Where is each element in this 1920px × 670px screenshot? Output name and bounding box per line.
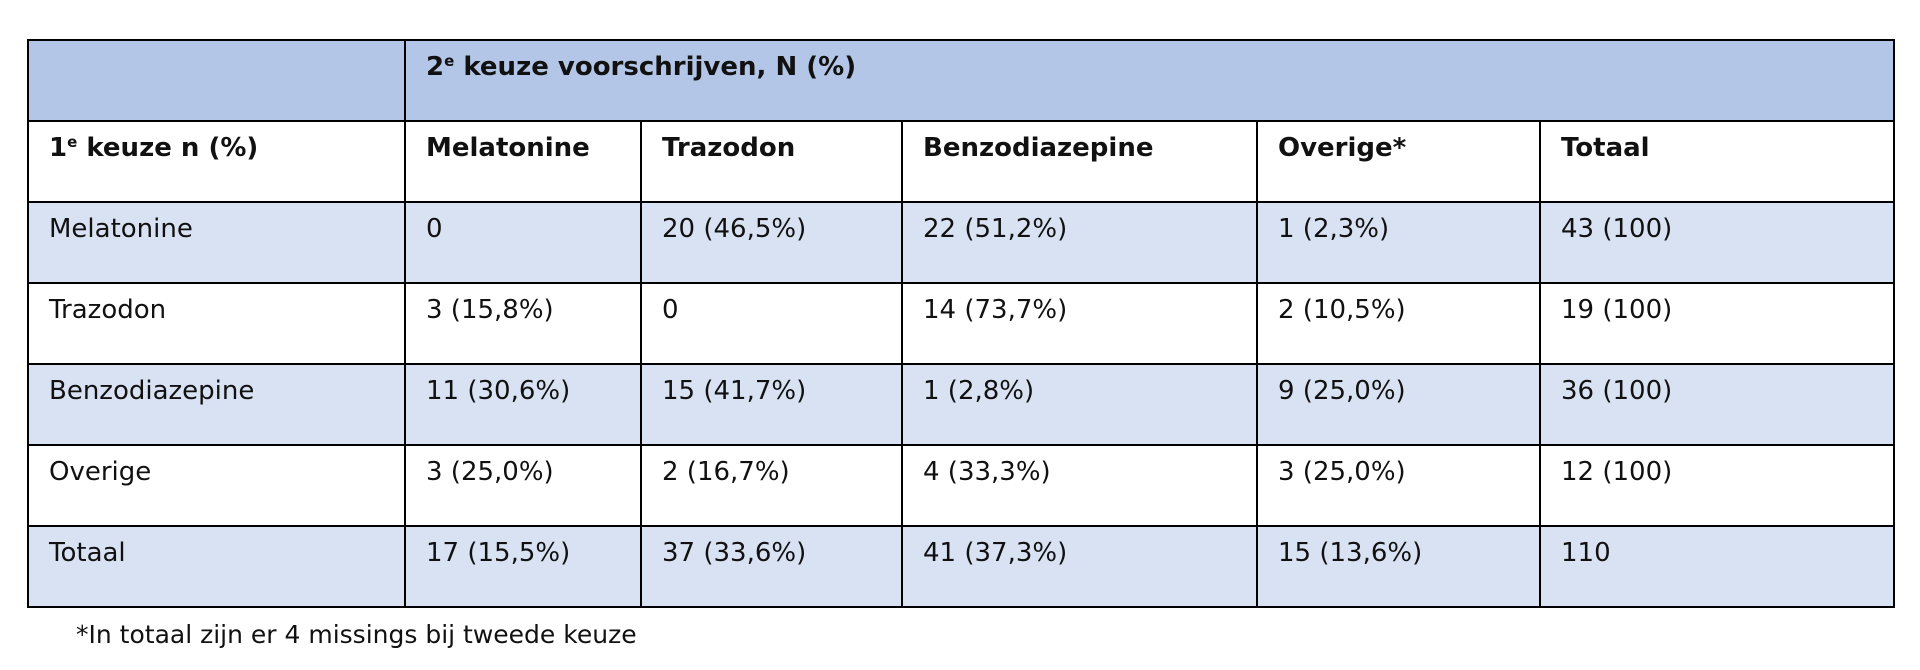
row-header: 1e keuze n (%)	[27, 120, 406, 203]
table-row: Benzodiazepine 11 (30,6%) 15 (41,7%) 1 (2,8…	[27, 363, 1896, 446]
table-cell: 2 (16,7%)	[640, 444, 903, 527]
row-header-rest: keuze n (%)	[77, 133, 259, 163]
table-cell: 15 (41,7%)	[640, 363, 903, 446]
column-header: Benzodiazepine	[901, 120, 1258, 203]
table-cell: 9 (25,0%)	[1256, 363, 1541, 446]
table-cell: 15 (13,6%)	[1256, 525, 1541, 608]
table-cell: 43 (100)	[1538, 201, 1896, 284]
table-cell: 1 (2,3%)	[1256, 201, 1541, 284]
table-cell: 20 (46,5%)	[640, 201, 903, 284]
table-cell: 1 (2,8%)	[901, 363, 1258, 446]
table-cell: 0	[404, 201, 642, 284]
table-cell: 41 (37,3%)	[901, 525, 1258, 608]
table-cell: 37 (33,6%)	[640, 525, 903, 608]
table-cell: 36 (100)	[1538, 363, 1896, 446]
empty-cell	[27, 39, 406, 122]
table-cell: 22 (51,2%)	[901, 201, 1258, 284]
table-cell: 19 (100)	[1538, 282, 1896, 365]
table-cell: 11 (30,6%)	[404, 363, 642, 446]
column-header: Melatonine	[404, 120, 642, 203]
column-header: Trazodon	[640, 120, 903, 203]
table-cell: 3 (25,0%)	[404, 444, 642, 527]
table-row: Overige 3 (25,0%) 2 (16,7%) 4 (33,3%) 3 (25,…	[27, 444, 1896, 527]
row-header-sup: e	[67, 133, 78, 151]
column-header: Totaal	[1538, 120, 1896, 203]
table-cell: 17 (15,5%)	[404, 525, 642, 608]
table-cell: 14 (73,7%)	[901, 282, 1258, 365]
row-label: Overige	[27, 444, 406, 527]
title-rest: keuze voorschrijven, N (%)	[454, 52, 857, 82]
header-row: 2e keuze voorschrijven, N (%)	[27, 39, 1896, 122]
column-header-row: 1e keuze n (%) Melatonine Trazodon Benzodi…	[27, 120, 1896, 203]
row-label: Totaal	[27, 525, 406, 608]
title-num: 2	[426, 52, 445, 82]
table-cell: 3 (15,8%)	[404, 282, 642, 365]
footnote: *In totaal zijn er 4 missings bij tweede…	[76, 620, 637, 649]
table-cell: 110	[1538, 525, 1896, 608]
table-title: 2e keuze voorschrijven, N (%)	[403, 39, 1896, 122]
table-cell: 0	[640, 282, 903, 365]
row-label: Trazodon	[27, 282, 406, 365]
table-row: Trazodon 3 (15,8%) 0 14 (73,7%) 2 (10,5%) 19 …	[27, 282, 1896, 365]
table-row: Melatonine 0 20 (46,5%) 22 (51,2%) 1 (2,3%) 4…	[27, 201, 1896, 284]
table-row: Totaal 17 (15,5%) 37 (33,6%) 41 (37,3%) 15 (…	[27, 525, 1896, 608]
table-cell: 4 (33,3%)	[901, 444, 1258, 527]
data-table: 2e keuze voorschrijven, N (%) 1e keuze n…	[27, 39, 1896, 608]
row-label: Benzodiazepine	[27, 363, 406, 446]
table-cell: 3 (25,0%)	[1256, 444, 1541, 527]
table-cell: 12 (100)	[1538, 444, 1896, 527]
title-sup: e	[444, 52, 455, 70]
row-label: Melatonine	[27, 201, 406, 284]
row-header-num: 1	[49, 133, 68, 163]
column-header: Overige*	[1256, 120, 1541, 203]
table-cell: 2 (10,5%)	[1256, 282, 1541, 365]
